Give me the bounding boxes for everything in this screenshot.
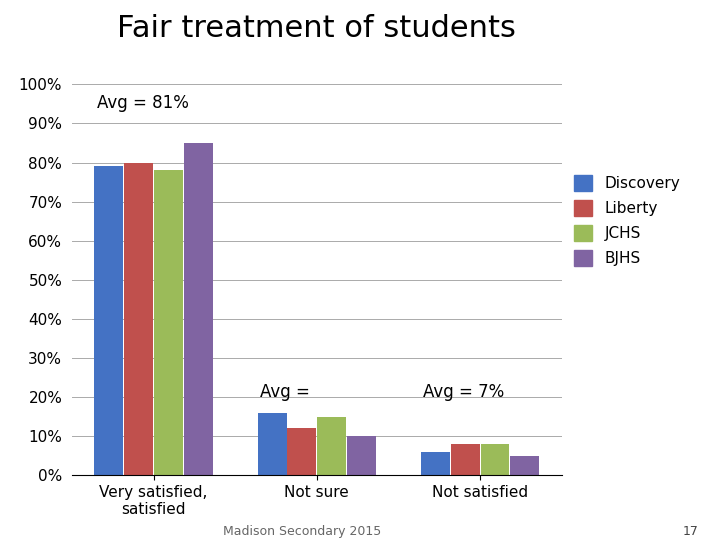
Title: Fair treatment of students: Fair treatment of students (117, 14, 516, 43)
Bar (318, 416, 346, 475)
Bar (124, 163, 153, 475)
Text: Avg =: Avg = (260, 383, 310, 401)
Bar (94, 166, 123, 475)
Text: Madison Secondary 2015: Madison Secondary 2015 (223, 524, 382, 538)
Bar (184, 143, 212, 475)
Bar (510, 456, 539, 475)
Legend: Discovery, Liberty, JCHS, BJHS: Discovery, Liberty, JCHS, BJHS (574, 175, 680, 266)
Bar (451, 444, 480, 475)
Bar (258, 413, 287, 475)
Bar (421, 452, 450, 475)
Text: Avg = 81%: Avg = 81% (96, 94, 189, 112)
Bar (154, 170, 183, 475)
Text: Avg = 7%: Avg = 7% (423, 383, 505, 401)
Text: 17: 17 (683, 524, 698, 538)
Bar (287, 428, 316, 475)
Bar (480, 444, 510, 475)
Bar (347, 436, 376, 475)
